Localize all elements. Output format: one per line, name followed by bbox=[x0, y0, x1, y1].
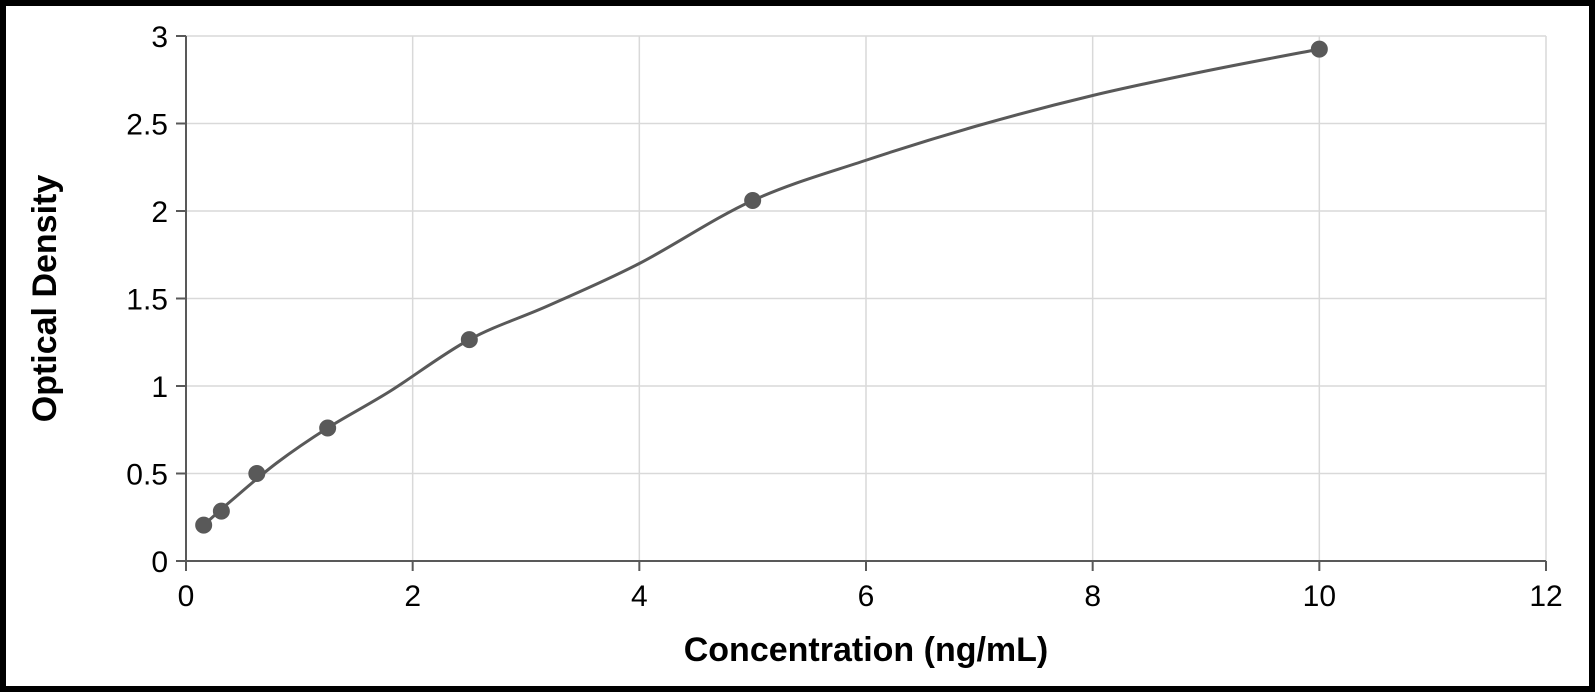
y-tick-label: 2 bbox=[151, 196, 168, 229]
data-point bbox=[249, 466, 265, 482]
x-tick-label: 10 bbox=[1303, 580, 1336, 613]
y-tick-label: 1.5 bbox=[126, 284, 168, 317]
data-point bbox=[213, 503, 229, 519]
y-tick-label: 0.5 bbox=[126, 459, 168, 492]
x-tick-label: 4 bbox=[631, 580, 648, 613]
x-tick-label: 0 bbox=[178, 580, 195, 613]
x-tick-label: 8 bbox=[1084, 580, 1101, 613]
x-tick-label: 2 bbox=[404, 580, 421, 613]
chart-canvas: 0 2 4 6 8 10 12 0 0.5 1 1.5 2 2.5 3 Concentration (ng/… bbox=[6, 6, 1589, 686]
x-axis-title: Concentration (ng/mL) bbox=[684, 631, 1049, 669]
data-point bbox=[196, 517, 212, 533]
data-point bbox=[745, 193, 761, 209]
data-point bbox=[320, 420, 336, 436]
chart-frame: 0 2 4 6 8 10 12 0 0.5 1 1.5 2 2.5 3 Concentration (ng/… bbox=[0, 0, 1595, 692]
y-tick-label: 3 bbox=[151, 21, 168, 54]
x-tick-label: 6 bbox=[858, 580, 875, 613]
y-tick-label: 2.5 bbox=[126, 109, 168, 142]
x-tick-label: 12 bbox=[1529, 580, 1562, 613]
y-tick-label: 1 bbox=[151, 371, 168, 404]
data-point bbox=[1311, 41, 1327, 57]
y-axis-title: Optical Density bbox=[26, 175, 64, 423]
data-point bbox=[461, 332, 477, 348]
y-tick-label: 0 bbox=[151, 546, 168, 579]
